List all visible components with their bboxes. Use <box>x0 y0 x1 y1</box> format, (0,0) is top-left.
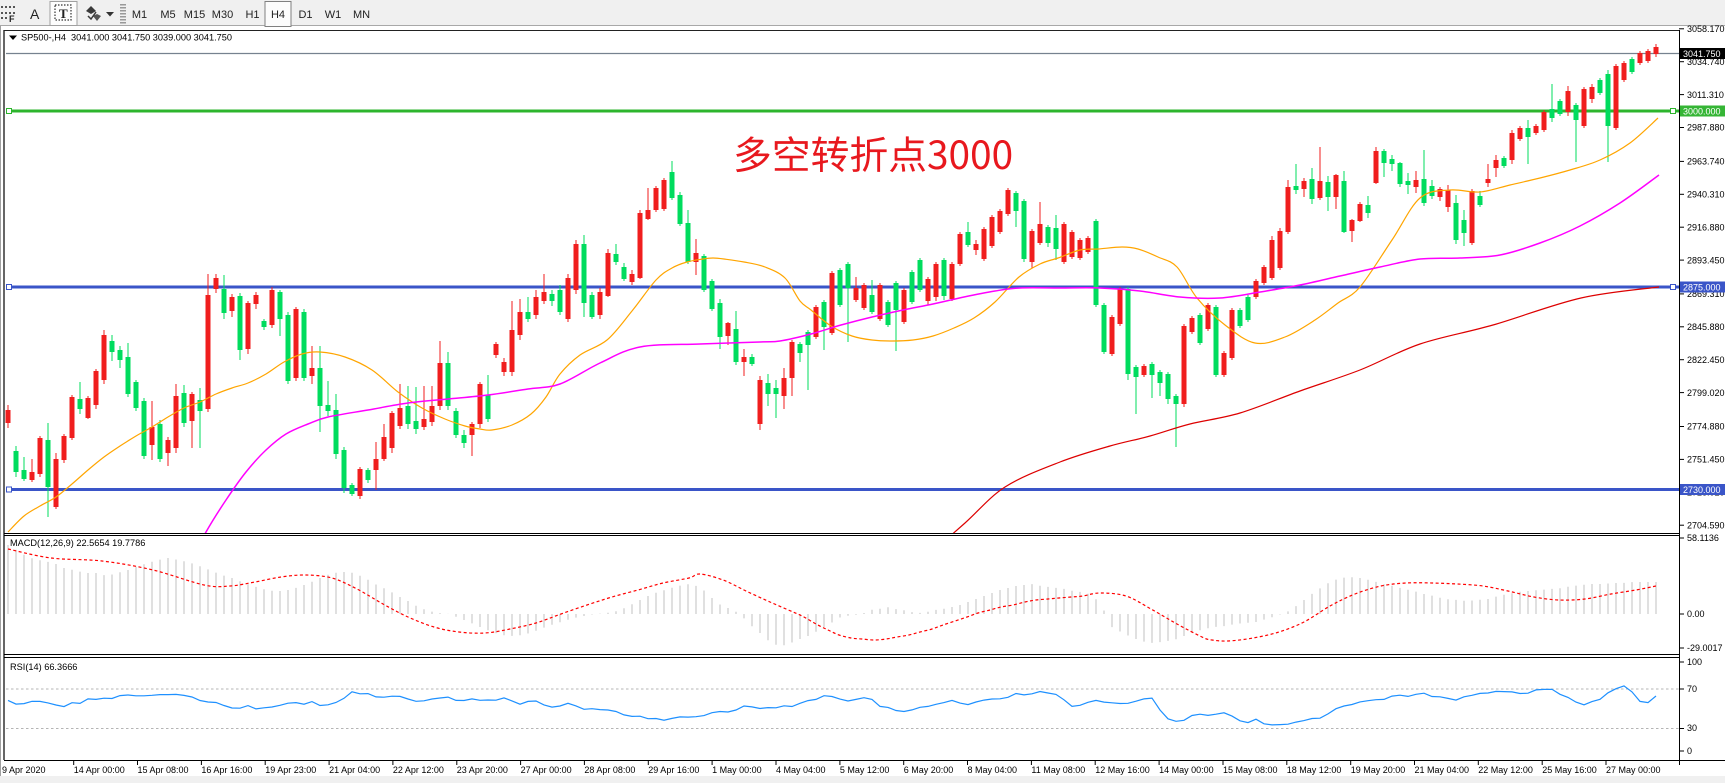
svg-text:SP500-,H4 3041.000 3041.750 3: SP500-,H4 3041.000 3041.750 3039.000 304… <box>21 33 232 43</box>
svg-text:70: 70 <box>1687 684 1697 694</box>
svg-text:19 May 20:00: 19 May 20:00 <box>1351 765 1406 775</box>
svg-text:58.1136: 58.1136 <box>1687 533 1719 543</box>
svg-text:2893.450: 2893.450 <box>1687 255 1725 265</box>
svg-text:2730.000: 2730.000 <box>1683 485 1721 495</box>
svg-text:F: F <box>9 14 15 24</box>
svg-text:W1: W1 <box>325 9 342 21</box>
svg-text:14 Apr 00:00: 14 Apr 00:00 <box>74 765 125 775</box>
svg-text:M1: M1 <box>132 9 147 21</box>
svg-text:15 Apr 08:00: 15 Apr 08:00 <box>138 765 189 775</box>
svg-text:H4: H4 <box>271 9 285 21</box>
svg-text:4 May 04:00: 4 May 04:00 <box>776 765 826 775</box>
svg-text:H1: H1 <box>245 9 259 21</box>
svg-text:2875.000: 2875.000 <box>1683 283 1721 293</box>
svg-text:2751.450: 2751.450 <box>1687 455 1725 465</box>
svg-text:2963.740: 2963.740 <box>1687 157 1725 167</box>
svg-text:5 May 12:00: 5 May 12:00 <box>840 765 890 775</box>
svg-text:25 May 16:00: 25 May 16:00 <box>1542 765 1597 775</box>
svg-text:22 May 12:00: 22 May 12:00 <box>1478 765 1533 775</box>
svg-text:29 Apr 16:00: 29 Apr 16:00 <box>648 765 699 775</box>
svg-text:M15: M15 <box>184 9 205 21</box>
svg-text:2916.880: 2916.880 <box>1687 222 1725 232</box>
svg-text:A: A <box>30 6 40 22</box>
svg-text:M30: M30 <box>212 9 233 21</box>
svg-text:2869.310: 2869.310 <box>1687 289 1725 299</box>
svg-text:2845.880: 2845.880 <box>1687 322 1725 332</box>
svg-text:8 May 04:00: 8 May 04:00 <box>968 765 1018 775</box>
svg-text:3011.310: 3011.310 <box>1687 90 1724 100</box>
svg-text:21 Apr 04:00: 21 Apr 04:00 <box>329 765 380 775</box>
svg-text:-29.0017: -29.0017 <box>1687 643 1723 653</box>
svg-text:27 May 00:00: 27 May 00:00 <box>1606 765 1661 775</box>
svg-text:21 May 04:00: 21 May 04:00 <box>1415 765 1470 775</box>
svg-text:14 May 00:00: 14 May 00:00 <box>1159 765 1214 775</box>
svg-text:2704.590: 2704.590 <box>1687 520 1725 530</box>
svg-text:RSI(14) 66.3666: RSI(14) 66.3666 <box>10 662 77 672</box>
svg-text:T: T <box>59 6 68 21</box>
svg-text:100: 100 <box>1687 657 1702 667</box>
svg-text:11 May 08:00: 11 May 08:00 <box>1031 765 1085 775</box>
svg-text:19 Apr 23:00: 19 Apr 23:00 <box>265 765 316 775</box>
svg-text:3000.000: 3000.000 <box>1683 107 1721 117</box>
svg-text:22 Apr 12:00: 22 Apr 12:00 <box>393 765 444 775</box>
svg-text:2799.020: 2799.020 <box>1687 388 1725 398</box>
svg-text:23 Apr 20:00: 23 Apr 20:00 <box>457 765 508 775</box>
svg-text:18 May 12:00: 18 May 12:00 <box>1287 765 1342 775</box>
svg-text:2822.450: 2822.450 <box>1687 355 1725 365</box>
svg-text:3041.750: 3041.750 <box>1683 49 1721 59</box>
svg-text:30: 30 <box>1687 723 1697 733</box>
svg-text:15 May 08:00: 15 May 08:00 <box>1223 765 1278 775</box>
svg-text:2987.880: 2987.880 <box>1687 123 1725 133</box>
svg-text:12 May 16:00: 12 May 16:00 <box>1095 765 1150 775</box>
svg-text:M5: M5 <box>160 9 175 21</box>
svg-text:D1: D1 <box>298 9 312 21</box>
svg-text:3058.170: 3058.170 <box>1687 24 1725 34</box>
svg-text:2940.310: 2940.310 <box>1687 190 1725 200</box>
svg-text:9 Apr 2020: 9 Apr 2020 <box>2 765 46 775</box>
svg-text:MACD(12,26,9) 22.5654 19.7786: MACD(12,26,9) 22.5654 19.7786 <box>10 538 145 548</box>
svg-text:2774.880: 2774.880 <box>1687 422 1725 432</box>
svg-text:6 May 20:00: 6 May 20:00 <box>904 765 954 775</box>
svg-text:3034.740: 3034.740 <box>1687 57 1725 67</box>
svg-text:0: 0 <box>1687 746 1692 756</box>
svg-text:27 Apr 00:00: 27 Apr 00:00 <box>521 765 572 775</box>
svg-text:0.00: 0.00 <box>1687 609 1705 619</box>
svg-text:1 May 00:00: 1 May 00:00 <box>712 765 762 775</box>
svg-text:MN: MN <box>353 9 370 21</box>
svg-text:28 Apr 08:00: 28 Apr 08:00 <box>584 765 635 775</box>
svg-text:16 Apr 16:00: 16 Apr 16:00 <box>201 765 252 775</box>
